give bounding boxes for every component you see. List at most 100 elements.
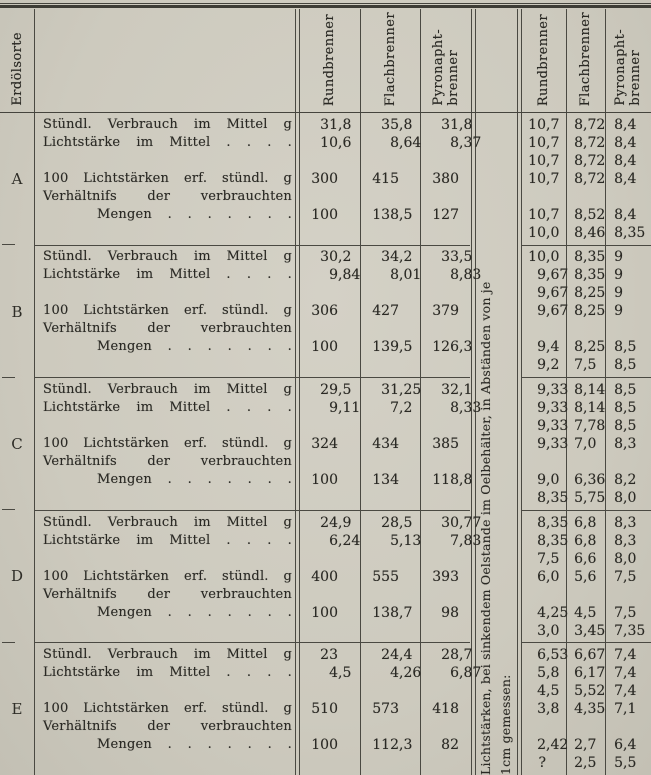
row-label: Mengen . . . . . . . xyxy=(97,604,292,620)
section-right-A: 10,7 8,72 8,4 10,7 8,72 8,4 10,7 8,72 8,4 10,7 8,7… xyxy=(521,113,651,245)
value-cell: 5,5 xyxy=(605,754,651,772)
section-right-D: 8,35 6,8 8,3 8,35 6,8 8,3 7,5 6,6 8,0 6,0 5,6 7,5 4,… xyxy=(521,509,651,643)
value-cell: 8,01 xyxy=(360,266,421,284)
int-part: 8 xyxy=(614,224,623,241)
vertical-rule-double xyxy=(517,9,518,775)
row-label: 100 Lichtstärken erf. stündl. g xyxy=(43,568,292,584)
value-cell: 3,45 xyxy=(566,622,605,640)
dec-part: ,24 xyxy=(338,532,361,549)
int-part: 6 xyxy=(574,514,583,531)
value-cell: 6,53 xyxy=(521,646,568,664)
dec-part: ,25 xyxy=(583,339,606,356)
int-part: 324 xyxy=(311,435,338,452)
dec-part: ,5 xyxy=(623,417,637,434)
int-part: 5 xyxy=(574,683,583,700)
int-part: 7 xyxy=(614,622,623,639)
value-cell: 8,4 xyxy=(605,116,651,134)
int-part: 6 xyxy=(537,568,546,585)
int-part: 7 xyxy=(614,604,623,621)
int-part: 6 xyxy=(574,532,583,549)
int-part: 8 xyxy=(574,116,583,133)
value-cell: 2,7 xyxy=(566,736,605,754)
value-cell: 379 xyxy=(420,302,470,320)
value-cell: 100 xyxy=(299,736,360,754)
dec-part: ,67 xyxy=(583,647,606,664)
section-left-A: Stündl. Verbrauch im Mittel g Lichtstärke… xyxy=(35,113,481,245)
row-label: Stündl. Verbrauch im Mittel g xyxy=(43,249,292,265)
row-label: Verhältnifs der verbrauchten xyxy=(43,719,292,735)
int-part: 9 xyxy=(329,399,338,416)
row-label: Verhältnifs der verbrauchten xyxy=(43,453,292,469)
value-cell: 8,14 xyxy=(566,381,605,399)
dec-part: ,4 xyxy=(623,152,637,169)
dec-part: ,5 xyxy=(623,339,637,356)
int-part: 415 xyxy=(372,170,399,187)
int-part: 24 xyxy=(381,647,399,664)
left-sections: Stündl. Verbrauch im Mittel g Lichtstärke… xyxy=(35,113,481,775)
header-label: Rundbrenner xyxy=(536,13,551,106)
row-label: 100 Lichtstärken erf. stündl. g xyxy=(43,170,292,186)
int-part: 7 xyxy=(450,532,459,549)
value-cell: 8,83 xyxy=(420,266,481,284)
dec-part: ,77 xyxy=(459,514,482,531)
value-cell: 6,24 xyxy=(299,532,360,550)
dec-part: ,36 xyxy=(583,471,606,488)
int-part: 9 xyxy=(537,339,546,356)
value-cell: 32,1 xyxy=(420,381,472,399)
dec-part: ,4 xyxy=(623,683,637,700)
int-part: 379 xyxy=(432,303,459,320)
int-part: 34 xyxy=(381,249,399,266)
dec-part: ,4 xyxy=(623,206,637,223)
int-part: 9 xyxy=(537,417,546,434)
value-cell: 4,5 xyxy=(299,664,360,682)
int-part: 385 xyxy=(432,435,459,452)
int-part: 30 xyxy=(320,249,338,266)
row-label: Lichtstärke im Mittel . . . . xyxy=(43,532,292,548)
value-cell: 9 xyxy=(605,248,651,266)
value-cell: 9,67 xyxy=(521,302,568,320)
int-part: 7 xyxy=(614,683,623,700)
value-cell: 30,77 xyxy=(420,514,481,532)
int-part: 100 xyxy=(311,206,338,223)
row-label: 100 Lichtstärken erf. stündl. g xyxy=(43,303,292,319)
value-cell: 28,5 xyxy=(360,514,420,532)
int-part: 10 xyxy=(320,134,338,151)
row-label: Stündl. Verbrauch im Mittel g xyxy=(43,381,292,397)
dec-part: ,0 xyxy=(623,550,637,567)
dec-part: ,87 xyxy=(459,665,482,682)
value-cell: 98 xyxy=(420,604,470,622)
int-part: 100 xyxy=(311,737,338,754)
header-label: Pyronapht- brenner xyxy=(613,29,643,106)
dec-part: ,35 xyxy=(546,489,569,506)
int-part: 8 xyxy=(574,224,583,241)
int-part: 138 xyxy=(372,604,399,621)
section-right-B: 10,0 8,35 9 9,67 8,35 9 9,67 8,25 9 9,67 8,25 9 9,4 8… xyxy=(521,244,651,378)
section-left-B: Stündl. Verbrauch im Mittel g Lichtstärke… xyxy=(35,244,481,378)
dec-part: ,5 xyxy=(338,381,352,398)
dec-part: ,7 xyxy=(546,116,560,133)
dec-part: ,5 xyxy=(399,339,413,356)
int-part: 32 xyxy=(441,381,459,398)
dec-part: ,67 xyxy=(546,267,569,284)
int-part: 31 xyxy=(320,116,338,133)
int-part: 418 xyxy=(432,701,459,718)
int-part: 10 xyxy=(528,206,546,223)
value-cell: 8,14 xyxy=(566,399,605,417)
dec-part: ,4 xyxy=(623,737,637,754)
corner-header: Erdölsorte xyxy=(0,9,34,112)
section-letter-B: B xyxy=(0,244,34,377)
value-cell: 8,3 xyxy=(605,532,651,550)
value-cell: 6,36 xyxy=(566,471,605,489)
value-cell: 8,35 xyxy=(566,266,605,284)
dec-part: ,35 xyxy=(546,532,569,549)
top-double-rule xyxy=(0,3,651,8)
corner-header-label: Erdölsorte xyxy=(9,32,25,106)
int-part: 8 xyxy=(574,152,583,169)
dec-part: ,33 xyxy=(546,399,569,416)
value-cell: 415 xyxy=(360,170,420,188)
value-cell: 4,25 xyxy=(521,604,568,622)
value-cell: 6,8 xyxy=(566,532,605,550)
section-letter-C: C xyxy=(0,376,34,510)
int-part: 8 xyxy=(614,550,623,567)
value-cell: 29,5 xyxy=(299,381,360,399)
